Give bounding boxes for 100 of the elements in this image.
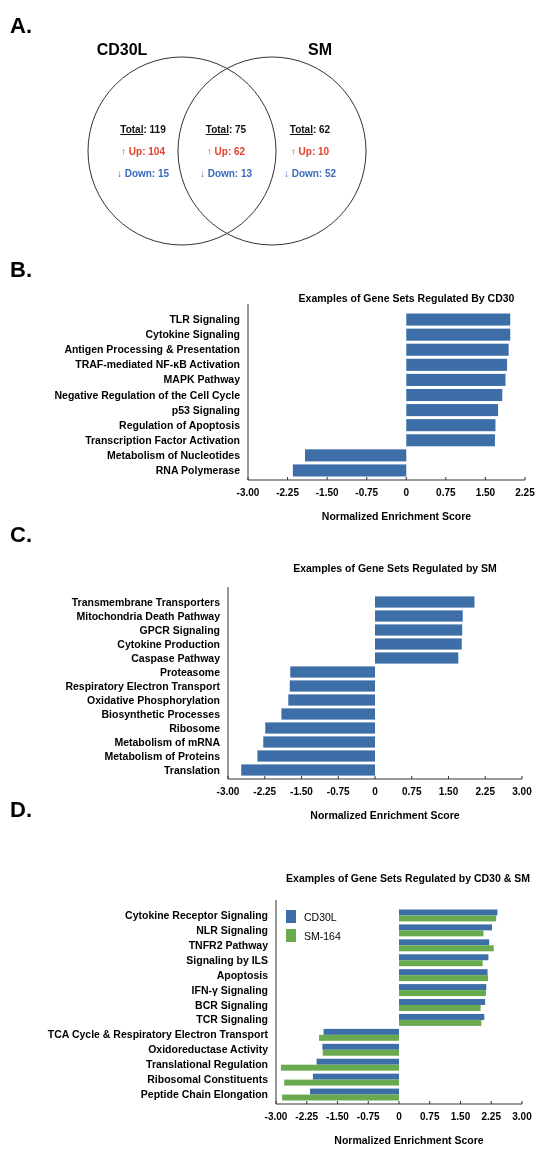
bar xyxy=(375,652,459,664)
y-tick-label: Ribosomal Constituents xyxy=(147,1073,269,1086)
x-tick-label: -3.00 xyxy=(236,487,260,498)
x-tick-label: 0 xyxy=(403,487,410,498)
bar xyxy=(406,388,503,402)
y-tick-label: IFN-γ Signaling xyxy=(191,983,268,996)
y-tick-label: TLR Signaling xyxy=(169,313,240,326)
bar xyxy=(319,1034,399,1041)
bar xyxy=(265,722,375,734)
y-tick-label: TCR Signaling xyxy=(196,1013,268,1026)
y-tick-label: Cytokine Receptor Signaling xyxy=(125,908,268,921)
y-tick-label: Caspase Pathway xyxy=(131,651,221,664)
y-tick-label: Transmembrane Transporters xyxy=(71,595,221,608)
text: Total: 62 xyxy=(289,124,331,135)
text: ↑ Up: 10 xyxy=(290,146,330,157)
y-tick-label: Cytokine Signaling xyxy=(145,328,240,341)
chart-title: Examples of Gene Sets Regulated By CD30 xyxy=(298,292,515,304)
y-tick-label: MAPK Pathway xyxy=(163,373,241,386)
x-tick-label: -2.25 xyxy=(295,1111,319,1122)
bar xyxy=(310,1088,399,1095)
x-tick-label: -0.75 xyxy=(326,786,351,797)
text: A. xyxy=(10,13,32,38)
text: ↓ Down: 52 xyxy=(283,168,337,179)
bar xyxy=(399,960,483,967)
bar xyxy=(257,750,375,762)
y-tick-label: Biosynthetic Processes xyxy=(101,707,221,720)
y-tick-label: Translation xyxy=(163,763,220,776)
text: ↑ Up: 62 xyxy=(206,146,246,157)
y-tick-label: GPCR Signaling xyxy=(139,623,220,636)
bar xyxy=(289,680,375,692)
text: D. xyxy=(10,797,32,822)
bar xyxy=(284,1079,399,1086)
x-tick-label: 1.50 xyxy=(475,487,496,498)
y-tick-label: Transcription Factor Activation xyxy=(85,433,240,446)
text: Total: 75 xyxy=(205,124,247,135)
x-tick-label: -1.50 xyxy=(326,1111,350,1122)
bar xyxy=(406,373,506,386)
x-tick-label: 0.75 xyxy=(436,487,457,498)
x-tick-label: -1.50 xyxy=(290,786,314,797)
bar xyxy=(399,1013,485,1020)
category-label: SM xyxy=(308,41,332,58)
x-tick-label: 1.50 xyxy=(438,786,459,797)
bar xyxy=(399,939,490,946)
bar xyxy=(241,764,375,776)
bar xyxy=(282,1094,399,1101)
x-tick-label: -0.75 xyxy=(355,487,379,498)
bar xyxy=(263,736,375,748)
x-tick-label: 0.75 xyxy=(420,1111,440,1122)
text: ↓ Down: 13 xyxy=(199,168,253,179)
bar xyxy=(399,999,486,1005)
x-tick-label: -3.00 xyxy=(264,1111,288,1122)
y-tick-label: Metabolism of Nucleotides xyxy=(106,448,241,461)
bar xyxy=(280,1064,399,1071)
bar xyxy=(406,404,499,417)
y-tick-label: Metabolism of mRNA xyxy=(114,735,221,748)
y-tick-label: Translational Regulation xyxy=(146,1058,268,1071)
bar xyxy=(375,624,463,636)
y-tick-label: Ribosome xyxy=(169,721,221,734)
y-tick-label: p53 Signaling xyxy=(171,403,240,416)
bar xyxy=(375,638,462,650)
y-tick-label: TCA Cycle & Respiratory Electron Transport xyxy=(47,1028,269,1041)
bar xyxy=(375,610,463,622)
x-tick-label: 2.25 xyxy=(475,786,496,797)
y-tick-label: Oxidoreductase Activity xyxy=(148,1043,269,1056)
y-tick-label: Signaling by ILS xyxy=(186,953,268,966)
x-tick-label: -2.25 xyxy=(276,487,300,498)
bar xyxy=(288,694,375,706)
bar xyxy=(399,924,493,931)
bar xyxy=(406,419,496,432)
bar xyxy=(399,930,484,937)
bar xyxy=(399,984,487,991)
bar xyxy=(406,358,508,371)
x-tick-label: 0 xyxy=(396,1111,403,1122)
bar xyxy=(399,909,498,916)
y-tick-label: Apoptosis xyxy=(216,968,269,981)
y-tick-label: Respiratory Electron Transport xyxy=(65,679,221,692)
bar xyxy=(322,1049,399,1056)
bar xyxy=(406,343,509,356)
bar xyxy=(312,1073,399,1080)
x-tick-label: 1.50 xyxy=(450,1111,471,1122)
y-tick-label: Metabolism of Proteins xyxy=(104,749,221,762)
bar xyxy=(399,990,486,997)
bar xyxy=(399,945,494,952)
bar xyxy=(323,1028,399,1035)
y-tick-label: NLR Signaling xyxy=(196,923,268,936)
bar xyxy=(399,975,488,982)
x-tick-label: 0 xyxy=(372,786,379,797)
bar xyxy=(322,1043,399,1050)
text: C. xyxy=(10,522,32,547)
bar xyxy=(290,666,375,678)
bar xyxy=(399,1019,482,1026)
y-tick-label: TRAF-mediated NF-κB Activation xyxy=(75,358,240,371)
x-tick-label: -2.25 xyxy=(253,786,277,797)
y-tick-label: Regulation of Apoptosis xyxy=(119,418,241,431)
x-axis-title: Normalized Enrichment Score xyxy=(334,1134,484,1146)
y-tick-label: Cytokine Production xyxy=(117,637,220,650)
x-tick-label: 2.25 xyxy=(515,487,536,498)
x-axis-title: Normalized Enrichment Score xyxy=(321,510,472,522)
text: ↓ Down: 15 xyxy=(116,168,170,179)
bar xyxy=(399,969,488,976)
